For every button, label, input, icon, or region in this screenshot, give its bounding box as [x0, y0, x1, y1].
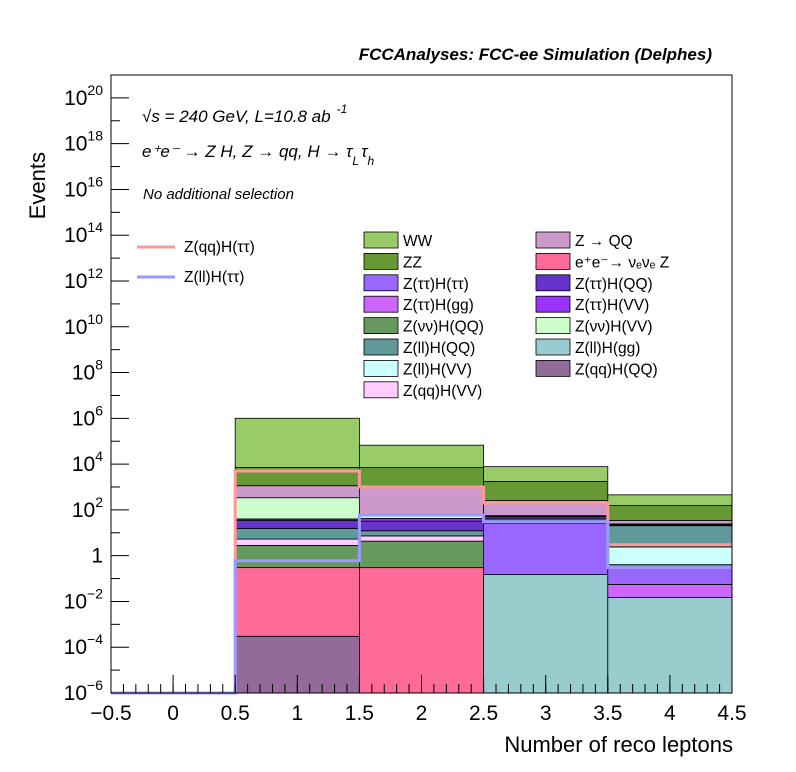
legend-label-z-ll-h-gg: Z(ll)H(gg) — [575, 340, 640, 357]
line-z-ll-h — [111, 513, 732, 695]
legend-swatch-z-h-vv — [535, 295, 571, 313]
bar-z-qq-bin1 — [234, 485, 360, 499]
x-tick-label: 1 — [291, 702, 303, 725]
legend-swatch-z-ll-h-qq — [363, 338, 399, 356]
legend-swatch-z-qq-h-qq — [535, 359, 571, 377]
bar-z-ll-h-vv-bin4 — [607, 546, 733, 566]
x-tick-label: 2 — [416, 702, 428, 725]
legend-swatch-z-qq-h-vv — [363, 381, 399, 399]
legend-swatch-z-h — [363, 274, 399, 292]
y-tick-label: 108 — [72, 357, 103, 385]
legend-swatch-z-h-gg — [363, 295, 399, 313]
bar-ww-bin4 — [607, 494, 733, 506]
legend-label-z-h-vv: Z(νν)H(VV) — [575, 319, 653, 336]
legend-label-e-e-z: e⁺e⁻→ νₑνₑ Z — [575, 254, 669, 271]
legend-label-z-qq-h: Z(qq)H(ττ) — [184, 239, 255, 256]
x-tick-label: 4.5 — [717, 702, 746, 725]
bar-ww-bin3 — [483, 466, 609, 482]
y-tick-label: 10−4 — [64, 631, 104, 659]
legend-label-z-h-gg: Z(ττ)H(gg) — [403, 297, 474, 314]
bar-z-h-vv-bin2 — [358, 518, 484, 522]
legend-label-z-ll-h-vv: Z(ll)H(VV) — [403, 361, 472, 378]
legend-swatch-z-h-qq — [535, 274, 571, 292]
legend-label-z-h-qq: Z(νν)H(QQ) — [403, 319, 484, 336]
y-tick-label: 1018 — [64, 128, 103, 156]
bar-z-h-qq-bin2 — [358, 520, 484, 532]
y-tick-label: 106 — [72, 402, 103, 430]
chart-title: FCCAnalyses: FCC-ee Simulation (Delphes) — [359, 45, 713, 64]
legend-label-z-h-vv: Z(ττ)H(VV) — [575, 297, 649, 314]
y-tick-label: 1010 — [64, 311, 103, 339]
bar-z-qq-h-vv-bin2 — [358, 535, 484, 542]
bar-z-qq-bin2 — [358, 485, 484, 515]
bar-z-h-vv-bin1 — [234, 497, 360, 520]
legend-label-z-h-qq: Z(ττ)H(QQ) — [575, 276, 653, 293]
bar-z-ll-h-qq-bin2 — [358, 530, 484, 537]
signal-lines — [111, 469, 732, 695]
bar-z-ll-h-gg-bin3 — [483, 574, 609, 694]
x-tick-label: 1.5 — [345, 702, 374, 725]
x-tick-label: 3.5 — [593, 702, 622, 725]
bar-zz-bin4 — [607, 505, 733, 521]
bar-z-h-qq-bin1 — [234, 545, 360, 569]
y-tick-label: 1012 — [64, 265, 103, 293]
selection-annotation: No additional selection — [143, 186, 294, 203]
annotations: √s = 240 GeV, L=10.8 ab -1 e⁺e⁻ → Z H, Z … — [142, 102, 374, 203]
y-tick-label: 1014 — [64, 219, 103, 247]
legend-swatch-z-qq — [535, 231, 571, 249]
legend-label-zz: ZZ — [403, 254, 422, 271]
process-annotation: e⁺e⁻ → Z H, Z → qq, H → τL τh — [142, 142, 374, 168]
legend-label-z-ll-h: Z(ll)H(ττ) — [184, 269, 244, 286]
legend-swatch-ww — [363, 231, 399, 249]
legend-swatch-zz — [363, 252, 399, 270]
bar-zz-bin3 — [483, 481, 609, 501]
x-tick-label: 3 — [540, 702, 552, 725]
bar-z-qq-bin4 — [607, 520, 733, 525]
legend-swatch-e-e-z — [535, 252, 571, 270]
x-tick-label: 2.5 — [469, 702, 498, 725]
y-tick-label: 1016 — [64, 173, 103, 201]
y-tick-label: 10−2 — [64, 585, 104, 613]
legend-swatch-z-ll-h-vv — [363, 359, 399, 377]
x-tick-label: 4 — [664, 702, 676, 725]
y-tick-label: 1 — [91, 545, 103, 568]
bar-z-h-qq-bin1 — [234, 519, 360, 529]
legend-label-z-qq-h-vv: Z(qq)H(VV) — [403, 383, 482, 400]
bar-z-ll-h-qq-bin1 — [234, 528, 360, 540]
legend-swatch-z-ll-h-gg — [535, 338, 571, 356]
legend-background: WW ZZ Z(ττ)H(ττ) Z(ττ)H(gg) Z(νν)H(QQ) Z(ll)H… — [363, 231, 669, 400]
y-tick-label: 104 — [72, 448, 103, 476]
y-axis-title: Events — [25, 152, 50, 219]
x-axis-title: Number of reco leptons — [504, 732, 733, 757]
legend-label-z-h: Z(ττ)H(ττ) — [403, 276, 469, 293]
x-tick-label: 0 — [167, 702, 179, 725]
stacked-bars — [234, 417, 733, 694]
x-tick-label: 0.5 — [221, 702, 250, 725]
y-tick-label: 10−6 — [64, 677, 104, 705]
bar-e-e-z-bin2 — [358, 567, 484, 694]
legend-label-z-qq: Z → QQ — [575, 233, 633, 250]
bar-z-h-bin3 — [483, 523, 609, 575]
bar-e-e-z-bin1 — [234, 567, 360, 637]
y-axis: 10−6 10−4 10−2 1 102 104 106 108 1010 1012 1014 101… — [64, 74, 129, 705]
x-tick-label: −0.5 — [90, 702, 131, 725]
bar-z-qq-h-vv-bin1 — [234, 538, 360, 546]
bar-ww-bin2 — [358, 444, 484, 468]
bar-zz-bin2 — [358, 467, 484, 487]
bar-z-h-qq-bin2 — [358, 540, 484, 569]
bar-z-h-gg-bin4 — [607, 584, 733, 598]
legend-swatch-z-h-vv — [535, 317, 571, 335]
y-tick-label: 102 — [72, 494, 103, 522]
legend-swatch-z-h-qq — [363, 317, 399, 335]
x-axis: −0.5 0 0.5 1 1.5 2 2.5 3 3.5 4 4.5 — [90, 675, 747, 725]
legend-label-z-qq-h-qq: Z(qq)H(QQ) — [575, 361, 658, 378]
legend-label-ww: WW — [403, 233, 433, 250]
legend-signal: Z(qq)H(ττ) Z(ll)H(ττ) — [137, 239, 255, 286]
bar-ww-bin1 — [234, 417, 360, 468]
legend-label-z-ll-h-qq: Z(ll)H(QQ) — [403, 340, 475, 357]
energy-annotation: √s = 240 GeV, L=10.8 ab -1 — [142, 102, 347, 126]
y-tick-label: 1020 — [64, 82, 103, 110]
